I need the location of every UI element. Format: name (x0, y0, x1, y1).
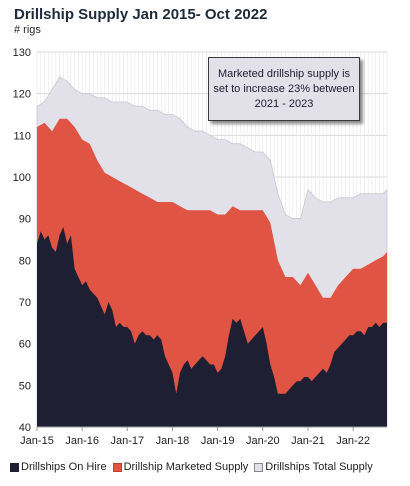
legend-swatch-on-hire (10, 462, 19, 472)
y-tick-label: 100 (13, 172, 31, 184)
x-tick-label: Jan-21 (291, 435, 325, 447)
x-tick-label: Jan-18 (156, 435, 190, 447)
y-tick-label: 110 (13, 130, 31, 142)
legend-swatch-total (254, 462, 264, 472)
chart-subtitle: # rigs (14, 24, 41, 36)
x-tick-label: Jan-17 (111, 435, 145, 447)
area-series (36, 76, 388, 428)
x-tick-label: Jan-19 (201, 435, 235, 447)
x-tick-label: Jan-20 (246, 435, 280, 447)
y-tick-label: 120 (13, 89, 31, 101)
y-tick-label: 60 (19, 339, 31, 351)
x-tick-label: Jan-16 (65, 435, 99, 447)
legend-swatch-marketed (112, 462, 122, 472)
annotation-text: Marketed drillship supply is set to incr… (213, 67, 355, 110)
legend-item-on-hire: Drillships On Hire (10, 461, 107, 473)
legend-item-total: Drillships Total Supply (254, 461, 373, 473)
axes: 40 50 60 70 80 90 100 110 120 130 Jan-15 Jan-16 Jan-… (13, 47, 387, 447)
y-tick-label: 70 (19, 297, 31, 309)
chart-title: Drillship Supply Jan 2015- Oct 2022 (14, 6, 268, 23)
area-chart: 40 50 60 70 80 90 100 110 120 130 Jan-15 Jan-16 Jan-… (13, 47, 388, 447)
y-tick-label: 40 (19, 422, 31, 434)
chart-legend: Drillships On Hire Drillship Marketed Su… (10, 461, 373, 473)
annotation-callout: Marketed drillship supply is set to incr… (208, 57, 360, 121)
x-tick-label: Jan-15 (20, 435, 54, 447)
y-tick-label: 90 (19, 214, 31, 226)
x-tick-label: Jan-22 (336, 435, 370, 447)
legend-label-marketed: Drillship Marketed Supply (123, 461, 249, 473)
y-tick-label: 130 (13, 47, 31, 59)
y-tick-label: 50 (19, 380, 31, 392)
legend-label-total: Drillships Total Supply (265, 461, 373, 473)
y-tick-label: 80 (19, 255, 31, 267)
legend-label-on-hire: Drillships On Hire (21, 461, 107, 473)
legend-item-marketed: Drillship Marketed Supply (112, 461, 249, 473)
area-drillships-on-hire (37, 227, 387, 427)
